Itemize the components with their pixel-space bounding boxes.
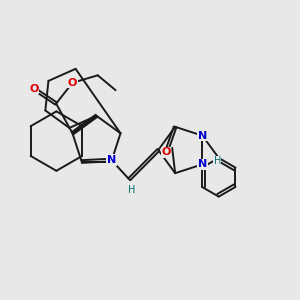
Text: H: H [128, 185, 136, 195]
Text: O: O [29, 84, 38, 94]
Text: S: S [107, 157, 115, 166]
Text: N: N [198, 131, 207, 141]
Text: O: O [68, 78, 77, 88]
Text: H: H [214, 156, 221, 166]
Text: O: O [162, 147, 171, 157]
Text: N: N [198, 159, 207, 169]
Text: N: N [107, 155, 116, 165]
